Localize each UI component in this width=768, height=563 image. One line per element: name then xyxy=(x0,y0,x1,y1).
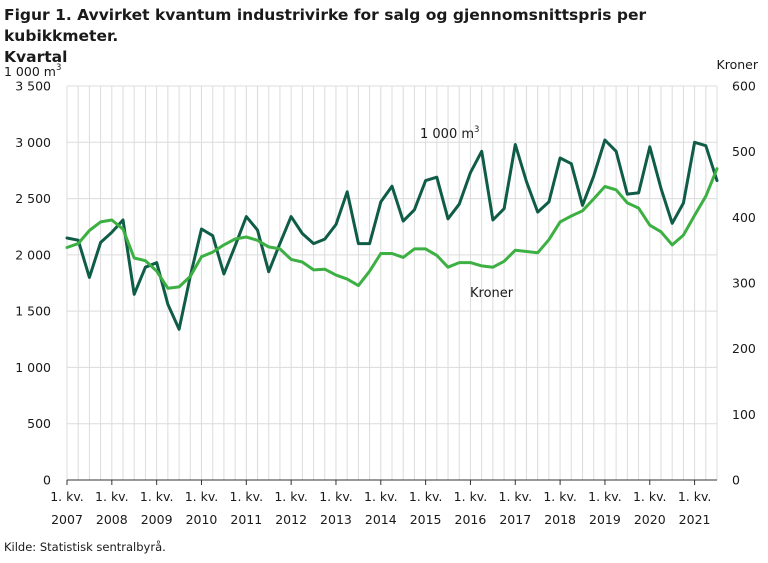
x-tick-label-year: 2019 xyxy=(589,512,621,527)
x-tick-label-quarter: 1. kv. xyxy=(50,489,84,504)
series-label-price: Kroner xyxy=(470,286,514,301)
x-tick-label-quarter: 1. kv. xyxy=(454,489,488,504)
axes xyxy=(66,479,717,485)
x-tick-label-year: 2016 xyxy=(455,512,487,527)
left-tick-label: 0 xyxy=(43,473,51,488)
series-label-volume-text: 1 000 m xyxy=(420,127,474,142)
grid-lines xyxy=(66,85,718,480)
x-tick-label-year: 2021 xyxy=(679,512,711,527)
right-tick-label: 600 xyxy=(732,79,756,94)
x-tick-label-year: 2020 xyxy=(634,512,666,527)
chart-title-line2: Kvartal xyxy=(4,48,68,66)
x-tick-label-year: 2011 xyxy=(230,512,262,527)
x-tick-label-quarter: 1. kv. xyxy=(633,489,667,504)
x-tick-label-year: 2015 xyxy=(410,512,442,527)
right-tick-label: 500 xyxy=(732,144,756,159)
right-tick-label: 100 xyxy=(732,407,756,422)
x-tick-label-year: 2014 xyxy=(365,512,397,527)
x-tick-label-year: 2007 xyxy=(51,512,83,527)
tick-labels: 0 500 1 000 1 500 2 000 2 500 3 000 3 500 0 100 20… xyxy=(15,79,756,528)
x-tick-label-quarter: 1. kv. xyxy=(364,489,398,504)
x-tick-label-quarter: 1. kv. xyxy=(185,489,219,504)
x-tick-label-quarter: 1. kv. xyxy=(230,489,264,504)
x-tick-label-year: 2010 xyxy=(186,512,218,527)
left-tick-label: 500 xyxy=(27,416,51,431)
right-tick-label: 200 xyxy=(732,341,756,356)
x-tick-label-year: 2018 xyxy=(544,512,576,527)
right-tick-label: 400 xyxy=(732,210,756,225)
x-tick-label-year: 2012 xyxy=(275,512,307,527)
x-tick-label-quarter: 1. kv. xyxy=(319,489,353,504)
left-tick-label: 3 000 xyxy=(15,135,51,150)
x-tick-label-quarter: 1. kv. xyxy=(543,489,577,504)
left-tick-label: 2 500 xyxy=(15,191,51,206)
x-tick-label-quarter: 1. kv. xyxy=(588,489,622,504)
x-tick-label-quarter: 1. kv. xyxy=(140,489,174,504)
left-axis-unit-text: 1 000 m xyxy=(4,64,56,79)
x-tick-label-year: 2008 xyxy=(96,512,128,527)
x-tick-label-year: 2013 xyxy=(320,512,352,527)
left-tick-label: 1 000 xyxy=(15,360,51,375)
source-note: Kilde: Statistisk sentralbyrå. xyxy=(4,540,166,554)
series-label-volume-sup: 3 xyxy=(474,125,479,135)
x-tick-label-quarter: 1. kv. xyxy=(274,489,308,504)
right-axis-unit: Kroner xyxy=(717,57,759,72)
x-tick-label-quarter: 1. kv. xyxy=(409,489,443,504)
x-tick-label-year: 2017 xyxy=(499,512,531,527)
x-tick-label-quarter: 1. kv. xyxy=(95,489,129,504)
series-label-volume: 1 000 m3 xyxy=(420,125,479,142)
series-lines xyxy=(65,138,719,331)
chart-title-line1: Figur 1. Avvirket kvantum industrivirke … xyxy=(4,6,647,45)
left-tick-label: 2 000 xyxy=(15,247,51,262)
left-axis-unit-sup: 3 xyxy=(56,63,61,73)
left-tick-label: 3 500 xyxy=(15,79,51,94)
series-line-price xyxy=(65,167,719,290)
x-tick-label-quarter: 1. kv. xyxy=(499,489,533,504)
right-tick-label: 0 xyxy=(732,473,740,488)
left-tick-label: 1 500 xyxy=(15,304,51,319)
chart-title: Figur 1. Avvirket kvantum industrivirke … xyxy=(4,5,744,68)
x-tick-label-year: 2009 xyxy=(141,512,173,527)
right-tick-label: 300 xyxy=(732,276,756,291)
left-axis-unit: 1 000 m3 xyxy=(4,63,61,79)
series-line-volume xyxy=(65,138,719,331)
x-tick-label-quarter: 1. kv. xyxy=(678,489,712,504)
